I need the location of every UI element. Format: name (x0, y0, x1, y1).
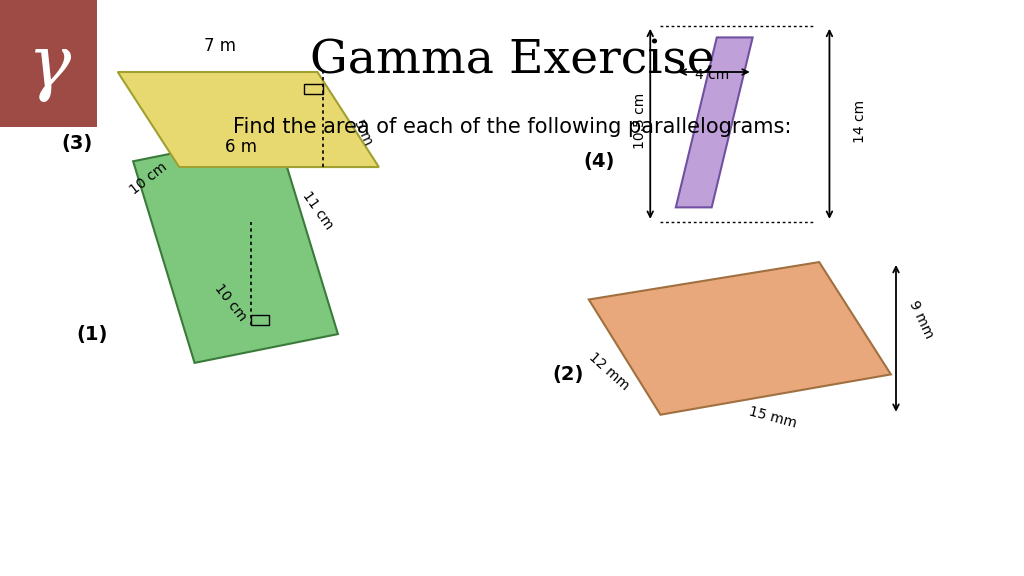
Text: 10 cm: 10 cm (127, 160, 170, 198)
Text: 9 mm: 9 mm (906, 298, 937, 341)
Text: 14 cm: 14 cm (853, 100, 867, 142)
Text: γ: γ (27, 31, 70, 101)
Text: 7 m: 7 m (204, 37, 237, 55)
Text: 5 m: 5 m (351, 118, 376, 147)
Text: 12 mm: 12 mm (587, 350, 632, 393)
Polygon shape (133, 132, 338, 363)
Text: 10.5 cm: 10.5 cm (633, 93, 647, 149)
Text: (2): (2) (553, 365, 584, 384)
Text: (3): (3) (61, 135, 92, 153)
Text: Find the area of each of the following parallelograms:: Find the area of each of the following p… (232, 117, 792, 137)
Polygon shape (589, 262, 891, 415)
Bar (0, 0, 97, 127)
Text: Gamma Exercise: Gamma Exercise (309, 38, 715, 83)
Text: 10 cm: 10 cm (212, 281, 249, 324)
Text: 11 cm: 11 cm (299, 188, 336, 232)
Bar (251, 315, 269, 325)
Polygon shape (676, 37, 753, 207)
Bar (304, 84, 323, 94)
Text: 15 mm: 15 mm (748, 404, 799, 431)
Text: (4): (4) (584, 152, 614, 170)
Polygon shape (118, 72, 379, 167)
Text: (1): (1) (77, 325, 108, 343)
Text: 4 cm: 4 cm (694, 68, 729, 82)
Text: 6 m: 6 m (224, 138, 257, 156)
